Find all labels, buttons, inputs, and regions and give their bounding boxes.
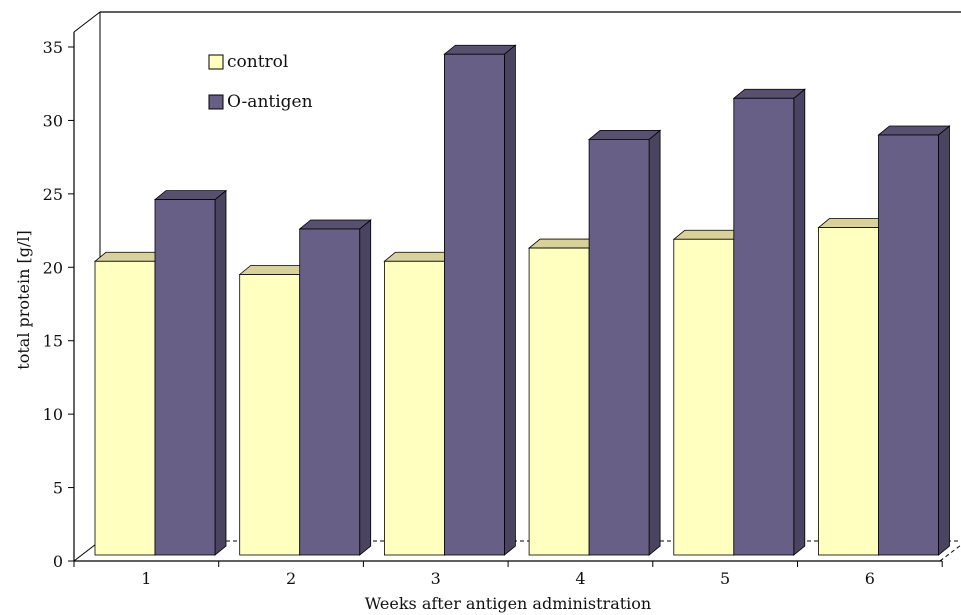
left-wall-top-edge	[73, 11, 101, 33]
bar-top-face	[732, 88, 806, 99]
bar-front-face	[818, 227, 879, 556]
bar-side-face	[503, 44, 516, 556]
x-tick-label: 6	[865, 569, 875, 588]
x-tick-label: 2	[286, 569, 296, 588]
bar-oantigen-week-4	[587, 129, 662, 556]
bar-front-face	[588, 138, 650, 556]
y-tick-label: 5	[53, 479, 63, 498]
x-tick-label: 3	[431, 569, 441, 588]
bar-top-face	[443, 44, 517, 55]
bar-oantigen-week-2	[298, 219, 372, 556]
bar-top-face	[298, 219, 372, 230]
y-tick-label: 35	[43, 38, 63, 57]
bar-oantigen-week-5	[732, 88, 806, 556]
x-axis: 1 2 3 4 5 6	[73, 561, 943, 588]
bar-front-face	[733, 97, 795, 556]
x-axis-title: Weeks after antigen administration	[365, 594, 651, 613]
x-tick-label: 1	[141, 569, 151, 588]
bar-top-face	[877, 125, 951, 136]
y-tick-label: 0	[53, 552, 63, 571]
bar-front-face	[878, 134, 939, 556]
bar-control-week-1	[93, 251, 168, 556]
y-tick-label: 15	[43, 332, 63, 351]
bar-side-face	[938, 125, 950, 556]
legend-label-control: control	[227, 52, 288, 72]
legend-label-oantigen: O-antigen	[227, 92, 313, 112]
x-tick-label: 5	[720, 569, 730, 588]
bar-side-face	[648, 129, 661, 556]
legend-swatch-oantigen	[208, 94, 224, 110]
y-tick-label: 25	[43, 185, 63, 204]
bar-front-face	[154, 199, 216, 556]
bar-front-face	[299, 228, 361, 556]
bar-front-face	[94, 260, 156, 556]
y-tick-label: 20	[43, 258, 63, 277]
bar-front-face	[673, 238, 735, 556]
floor-right-edge	[939, 544, 961, 562]
legend: control O-antigen	[208, 52, 313, 112]
y-tick-label: 10	[43, 405, 63, 424]
bar-top-face	[587, 129, 662, 140]
bar-oantigen-week-3	[443, 44, 517, 556]
legend-swatch-control	[208, 54, 224, 70]
bars	[93, 44, 951, 556]
bar-oantigen-week-1	[153, 189, 228, 556]
bar-side-face	[359, 219, 372, 556]
bar-front-face	[239, 274, 301, 556]
bar-front-face	[528, 247, 590, 556]
bar-front-face	[443, 53, 505, 556]
bar-side-face	[214, 189, 227, 556]
bar-oantigen-week-6	[877, 125, 951, 556]
y-axis: 0 5 10 15 20 25 30 35	[43, 38, 74, 571]
y-axis-title: total protein [g/l]	[14, 230, 33, 369]
x-tick-label: 4	[575, 569, 585, 588]
y-tick-label: 30	[43, 111, 63, 130]
bar-side-face	[793, 88, 806, 556]
bar-top-face	[153, 190, 228, 201]
bar-front-face	[383, 260, 445, 556]
bar-control-week-3	[383, 251, 457, 556]
